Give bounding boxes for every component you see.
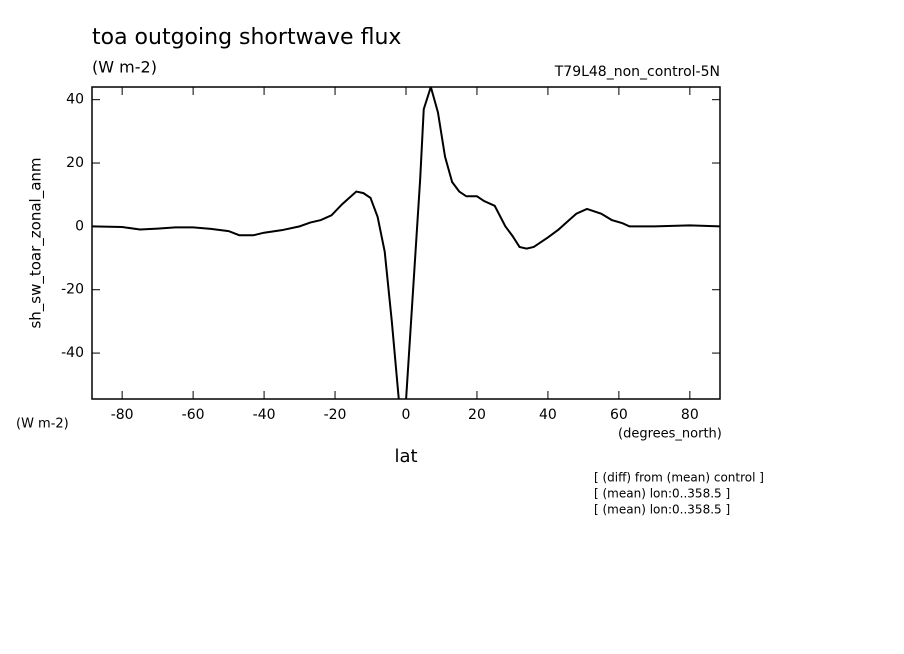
chart-title: toa outgoing shortwave flux [92,25,401,50]
x-tick-label: -60 [182,407,205,423]
subtitle: (W m-2) [92,58,157,77]
y-tick-label: 40 [66,92,84,108]
plot-area [92,87,720,399]
plot-frame [91,86,721,400]
y-tick-label: -20 [61,282,84,298]
y-tick-label: 0 [75,218,84,234]
note: [ (mean) lon:0..358.5 ] [594,487,730,501]
x-units: (degrees_north) [618,427,722,442]
x-tick-label: -40 [253,407,276,423]
x-tick-label: 60 [610,407,628,423]
run-label: T79L48_non_control-5N [554,64,720,80]
x-tick-label: 40 [539,407,557,423]
y-tick-label: 20 [66,155,84,171]
x-axis-label: lat [394,446,417,467]
data-line [92,87,720,399]
note: [ (mean) lon:0..358.5 ] [594,503,730,517]
y-axis-label: sh_sw_toar_zonal_anm [27,157,46,328]
x-tick-label: 80 [681,407,699,423]
y-units: (W m-2) [16,417,69,432]
x-tick-label: 0 [402,407,411,423]
x-tick-label: -20 [324,407,347,423]
note: [ (diff) from (mean) control ] [594,471,764,485]
y-tick-label: -40 [61,345,84,361]
x-tick-label: -80 [111,407,134,423]
x-tick-label: 20 [468,407,486,423]
